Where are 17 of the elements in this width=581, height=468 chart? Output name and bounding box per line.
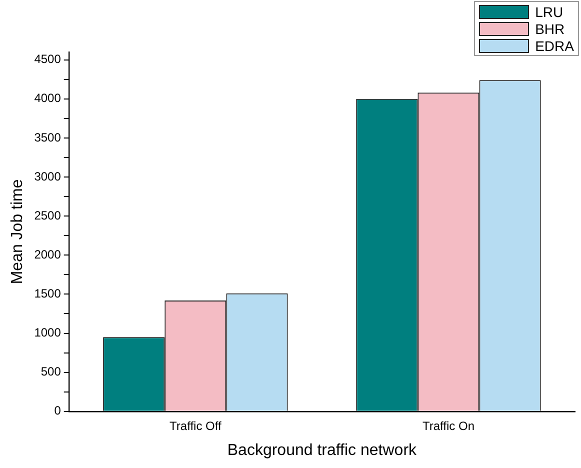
y-tick-label: 4000 xyxy=(34,91,62,106)
legend-label: EDRA xyxy=(535,38,574,54)
y-axis-title: Mean Job time xyxy=(9,179,26,284)
x-tick-label: Traffic Off xyxy=(170,418,222,433)
y-tick-label: 1000 xyxy=(34,326,62,340)
y-tick-label: 1500 xyxy=(34,286,62,301)
legend-label: LRU xyxy=(535,4,564,20)
x-axis-title: Background traffic network xyxy=(227,442,418,459)
y-tick-label: 500 xyxy=(40,364,62,379)
y-tick-label: 2000 xyxy=(34,247,62,262)
y-tick-label: 0 xyxy=(54,404,62,418)
y-tick-label: 3000 xyxy=(34,169,62,184)
x-tick-label: Traffic On xyxy=(422,418,474,433)
y-tick-label: 4500 xyxy=(34,52,62,66)
legend-label: BHR xyxy=(535,20,565,36)
y-tick-label: 2500 xyxy=(34,208,62,222)
y-tick-label: 3500 xyxy=(34,130,62,144)
